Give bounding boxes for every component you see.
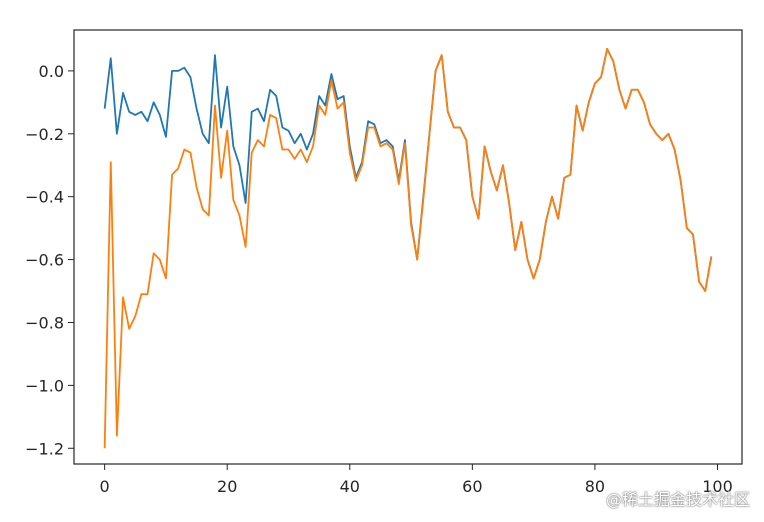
y-tick-label: −0.6 <box>25 251 64 270</box>
x-tick-label: 100 <box>702 477 733 496</box>
x-axis-ticks: 0 20 40 60 80 100 <box>100 464 733 496</box>
y-tick-label: −0.8 <box>25 313 64 332</box>
x-tick-label: 20 <box>217 477 237 496</box>
y-tick-label: −0.2 <box>25 125 64 144</box>
plot-background <box>74 30 742 464</box>
y-tick-label: 0.0 <box>39 62 64 81</box>
y-tick-label: −0.4 <box>25 188 64 207</box>
series-line-1 <box>103 47 713 449</box>
x-tick-label: 0 <box>100 477 110 496</box>
series-layer <box>103 47 713 449</box>
plot-frame <box>73 29 743 465</box>
y-tick-label: −1.2 <box>25 439 64 458</box>
x-tick-label: 40 <box>340 477 360 496</box>
watermark: @稀土掘金技术社区 <box>605 490 750 509</box>
x-tick-label: 80 <box>585 477 605 496</box>
y-axis-ticks: 0.0 −0.2 −0.4 −0.6 −0.8 −1.0 −1.2 <box>25 62 74 458</box>
y-tick-label: −1.0 <box>25 376 64 395</box>
x-tick-label: 60 <box>462 477 482 496</box>
